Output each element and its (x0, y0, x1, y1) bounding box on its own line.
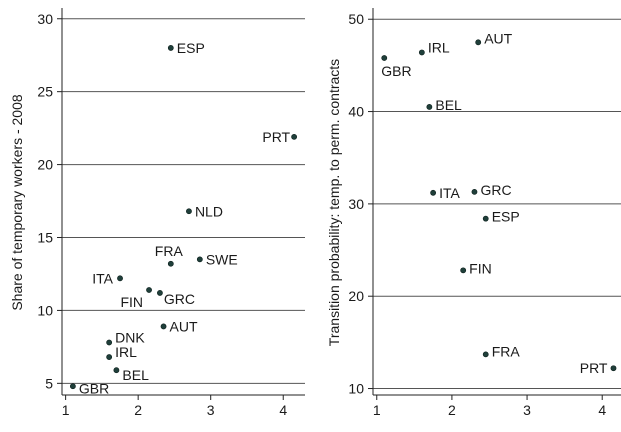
left-panel-temporary-share: 5 10 15 20 25 30 1 2 3 4 Share of temporary worker… (9, 8, 305, 418)
y-tick-label-5: 5 (45, 375, 53, 391)
point-label-esp: ESP (492, 209, 520, 225)
point-label-fra: FRA (155, 243, 184, 259)
point-label-ita: ITA (439, 185, 460, 201)
point-label-gbr: GBR (381, 63, 411, 79)
point-label-irl: IRL (115, 344, 137, 360)
point-label-prt: PRT (580, 360, 608, 376)
point-gbr (69, 383, 76, 390)
point-esp (482, 215, 489, 222)
x-tick-label-2: 2 (134, 402, 142, 418)
point-dnk (106, 339, 113, 346)
point-label-aut: AUT (170, 318, 198, 334)
point-prt (610, 365, 617, 372)
point-label-dnk: DNK (115, 330, 145, 346)
point-label-fin: FIN (469, 260, 492, 276)
point-swe (196, 256, 203, 263)
x-tick-label-1: 1 (373, 402, 381, 418)
x-tick-label-4: 4 (279, 402, 287, 418)
point-label-ita: ITA (92, 270, 113, 286)
y-tick-label-30: 30 (348, 196, 364, 212)
point-label-fra: FRA (492, 343, 521, 359)
point-fra (482, 351, 489, 358)
point-label-grc: GRC (480, 182, 511, 198)
y-tick-label-40: 40 (348, 104, 364, 120)
point-irl (106, 354, 113, 360)
y-tick-label-10: 10 (348, 381, 364, 397)
right-panel-transition-probability: 10 20 30 40 50 1 2 3 4 Transition probability: te… (326, 8, 621, 418)
x-tick-label-3: 3 (523, 402, 531, 418)
x-tick-label-4: 4 (598, 402, 606, 418)
x-tick-label-3: 3 (207, 402, 215, 418)
point-fra (167, 260, 174, 267)
point-gbr (381, 55, 388, 61)
y-tick-label-30: 30 (37, 11, 53, 27)
point-label-nld: NLD (195, 203, 223, 219)
y-tick-label-20: 20 (348, 288, 364, 304)
point-label-gbr: GBR (79, 380, 109, 396)
point-label-aut: AUT (484, 30, 512, 46)
point-esp (167, 45, 174, 51)
y-axis-title: Share of temporary workers - 2008 (9, 94, 25, 311)
point-grc (471, 188, 478, 195)
point-fin (146, 287, 152, 293)
point-label-bel: BEL (435, 97, 462, 113)
y-tick-label-50: 50 (348, 11, 364, 27)
point-label-fin: FIN (120, 294, 143, 310)
x-tick-label-1: 1 (62, 402, 70, 418)
point-label-esp: ESP (177, 40, 205, 56)
y-axis-title: Transition probability: temp. to perm. c… (326, 59, 342, 346)
y-tick-label-20: 20 (37, 157, 53, 173)
x-tick-label-2: 2 (448, 402, 456, 418)
point-label-bel: BEL (122, 367, 149, 383)
point-aut (160, 323, 167, 330)
point-aut (475, 39, 482, 46)
point-fin (460, 267, 467, 274)
point-label-prt: PRT (262, 129, 290, 145)
point-label-grc: GRC (164, 291, 195, 307)
point-irl (418, 49, 425, 56)
point-grc (157, 290, 163, 296)
y-tick-label-15: 15 (37, 230, 53, 246)
point-ita (430, 189, 437, 196)
y-tick-label-25: 25 (37, 84, 53, 100)
point-ita (117, 275, 123, 282)
y-tick-label-10: 10 (37, 302, 53, 318)
point-label-irl: IRL (428, 39, 450, 55)
point-prt (291, 133, 298, 140)
point-label-swe: SWE (206, 251, 238, 267)
point-nld (186, 208, 192, 215)
point-bel (426, 104, 433, 110)
point-bel (113, 367, 120, 374)
